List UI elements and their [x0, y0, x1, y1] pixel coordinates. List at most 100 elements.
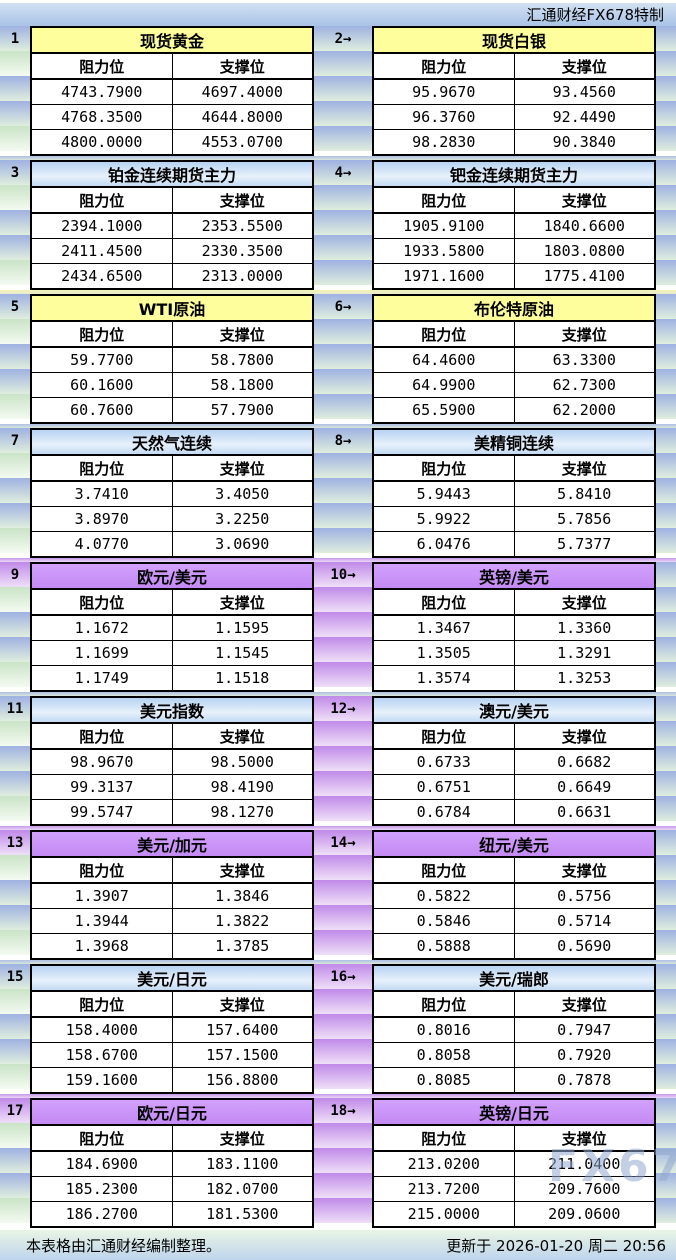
- table-band: 5 WTI原油 阻力位 支撑位 59.7700 58.7800 60.1600 58.1800…: [0, 294, 676, 424]
- pivot-table: 钯金连续期货主力 阻力位 支撑位 1905.9100 1840.6600 1933.580…: [372, 160, 656, 290]
- background-cell: [314, 503, 372, 528]
- row-number-label: 3: [0, 160, 30, 185]
- resistance-value: 185.2300: [32, 1177, 173, 1201]
- table-title: 美精铜连续: [374, 430, 654, 456]
- table-row: 1.1749 1.1518: [32, 666, 312, 690]
- background-cell: [0, 587, 30, 612]
- support-value: 58.7800: [210, 351, 274, 369]
- background-cell: [314, 394, 372, 419]
- background-cell: [656, 126, 676, 151]
- table-row: 60.7600 57.7900: [32, 398, 312, 422]
- background-cell: [0, 905, 30, 930]
- resistance-value: 0.6733: [374, 750, 515, 774]
- table-row: 96.3760 92.4490: [374, 105, 654, 130]
- background-cell: [656, 796, 676, 821]
- support-value: 2330.3500: [201, 242, 283, 260]
- table-row: 0.8058 0.7920: [374, 1043, 654, 1068]
- resistance-value: 0.6784: [374, 800, 515, 824]
- resistance-value: 158.6700: [32, 1043, 173, 1067]
- support-value: 183.1100: [206, 1155, 279, 1173]
- resistance-value: 3.7410: [32, 482, 173, 506]
- row-number-label: 13: [0, 830, 30, 855]
- background-cell: [314, 1039, 372, 1064]
- background-cell: [0, 1039, 30, 1064]
- background-cell: [656, 478, 676, 503]
- table-row: 5.9443 5.8410: [374, 482, 654, 507]
- support-value: 0.7920: [557, 1046, 612, 1064]
- background-cell: [0, 612, 30, 637]
- background-cell: [656, 26, 676, 51]
- row-number-column: 3: [0, 160, 30, 290]
- pivot-table: 美元/加元 阻力位 支撑位 1.3907 1.3846 1.3944 1.3822 1.396…: [30, 830, 314, 960]
- table-header-row: 阻力位 支撑位: [32, 992, 312, 1018]
- gutter-row-label: 6→: [314, 294, 372, 319]
- resistance-header: 阻力位: [32, 456, 173, 480]
- background-cell: [314, 771, 372, 796]
- support-value: 181.5300: [206, 1205, 279, 1223]
- support-value: 0.5690: [557, 937, 612, 955]
- resistance-value: 184.6900: [32, 1152, 173, 1176]
- resistance-value: 5.9922: [374, 507, 515, 531]
- background-cell: [656, 76, 676, 101]
- background-cell: [656, 503, 676, 528]
- support-value: 2313.0000: [201, 267, 283, 285]
- support-value: 1.1545: [215, 644, 270, 662]
- table-band: 3 铂金连续期货主力 阻力位 支撑位 2394.1000 2353.5500 2411.45…: [0, 160, 676, 290]
- resistance-value: 6.0476: [374, 532, 515, 556]
- row-number-label: 9: [0, 562, 30, 587]
- resistance-value: 1.3505: [374, 641, 515, 665]
- background-cell: [314, 1148, 372, 1173]
- pivot-table: 英镑/美元 阻力位 支撑位 1.3467 1.3360 1.3505 1.3291 1.357…: [372, 562, 656, 692]
- row-number-column: 15: [0, 964, 30, 1094]
- background-cell: [314, 905, 372, 930]
- table-row: 1.3968 1.3785: [32, 934, 312, 958]
- background-cell: [0, 1198, 30, 1223]
- table-row: 0.5888 0.5690: [374, 934, 654, 958]
- background-cell: [656, 319, 676, 344]
- table-row: 5.9922 5.7856: [374, 507, 654, 532]
- pivot-table: 美元/日元 阻力位 支撑位 158.4000 157.6400 158.6700 157.1…: [30, 964, 314, 1094]
- background-cell: [314, 344, 372, 369]
- support-value: 3.2250: [215, 510, 270, 528]
- table-title: 现货白银: [374, 28, 654, 54]
- background-cell: [656, 369, 676, 394]
- background-cell: [0, 76, 30, 101]
- pivot-table: 天然气连续 阻力位 支撑位 3.7410 3.4050 3.8970 3.2250 4.077…: [30, 428, 314, 558]
- resistance-header: 阻力位: [374, 992, 515, 1016]
- background-cell: [314, 210, 372, 235]
- background-cell: [0, 51, 30, 76]
- resistance-value: 4.0770: [32, 532, 173, 556]
- resistance-header: 阻力位: [32, 1126, 173, 1150]
- support-header: 支撑位: [219, 191, 265, 210]
- background-cell: [656, 1014, 676, 1039]
- support-value: 1.3822: [215, 912, 270, 930]
- footer-note: 本表格由汇通财经编制整理。: [26, 1236, 222, 1255]
- gutter-column: 12→: [314, 696, 372, 826]
- support-value: 1.3291: [557, 644, 612, 662]
- table-title: 现货黄金: [32, 28, 312, 54]
- resistance-header: 阻力位: [374, 322, 515, 346]
- row-number-label: 1: [0, 26, 30, 51]
- background-cell: [0, 746, 30, 771]
- background-cell: [314, 989, 372, 1014]
- background-cell: [0, 369, 30, 394]
- support-value: 1.3253: [557, 669, 612, 687]
- row-number-label: 11: [0, 696, 30, 721]
- background-cell: [0, 126, 30, 151]
- table-row: 0.5822 0.5756: [374, 884, 654, 909]
- background-cell: [0, 210, 30, 235]
- table-header-row: 阻力位 支撑位: [374, 322, 654, 348]
- support-header: 支撑位: [219, 1129, 265, 1148]
- pivot-table: 布伦特原油 阻力位 支撑位 64.4600 63.3300 64.9900 62.7300 6…: [372, 294, 656, 424]
- background-cell: [314, 662, 372, 687]
- resistance-header: 阻力位: [374, 858, 515, 882]
- table-row: 184.6900 183.1100: [32, 1152, 312, 1177]
- table-row: 64.4600 63.3300: [374, 348, 654, 373]
- background-cell: [0, 1123, 30, 1148]
- table-title: WTI原油: [32, 296, 312, 322]
- table-row: 1971.1600 1775.4100: [374, 264, 654, 288]
- support-value: 211.0400: [548, 1155, 621, 1173]
- table-row: 4743.7900 4697.4000: [32, 80, 312, 105]
- background-cell: [314, 319, 372, 344]
- background-cell: [656, 453, 676, 478]
